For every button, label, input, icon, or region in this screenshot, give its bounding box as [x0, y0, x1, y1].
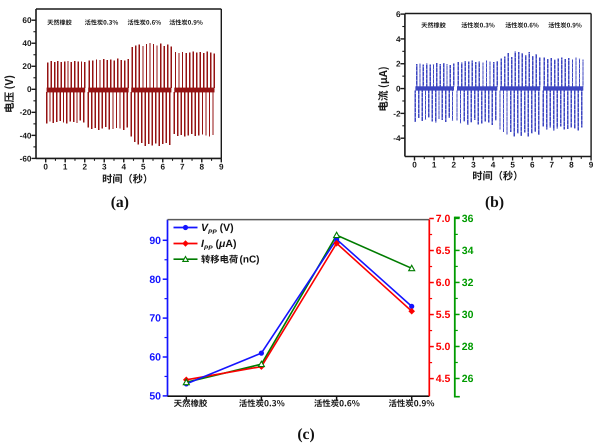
svg-text:IPP (μA): IPP (μA) — [201, 238, 236, 252]
svg-text:6: 6 — [396, 10, 401, 19]
svg-text:90: 90 — [149, 235, 161, 247]
svg-text:6.5: 6.5 — [436, 245, 451, 257]
svg-text:2: 2 — [82, 162, 87, 171]
svg-text:4: 4 — [491, 161, 496, 170]
svg-text:50: 50 — [149, 391, 161, 403]
svg-text:3: 3 — [471, 161, 476, 170]
svg-text:-20: -20 — [20, 108, 32, 117]
svg-text:60: 60 — [149, 352, 161, 364]
svg-text:0: 0 — [396, 84, 401, 93]
svg-text:7.0: 7.0 — [436, 213, 451, 225]
svg-text:34: 34 — [462, 245, 474, 257]
svg-text:1: 1 — [63, 162, 68, 171]
svg-text:20: 20 — [22, 62, 32, 71]
svg-text:40: 40 — [22, 39, 32, 48]
svg-text:-40: -40 — [20, 131, 32, 140]
svg-text:9: 9 — [589, 161, 594, 170]
svg-text:(b): (b) — [485, 194, 504, 211]
svg-text:0: 0 — [43, 162, 48, 171]
svg-text:30: 30 — [462, 309, 474, 321]
svg-text:(a): (a) — [111, 194, 129, 211]
svg-text:0: 0 — [27, 85, 32, 94]
svg-text:-4: -4 — [393, 134, 401, 143]
svg-text:60: 60 — [22, 16, 32, 25]
svg-text:26: 26 — [462, 373, 474, 385]
svg-text:6.0: 6.0 — [436, 277, 451, 289]
svg-text:7: 7 — [180, 162, 185, 171]
svg-text:2: 2 — [451, 161, 456, 170]
svg-text:28: 28 — [462, 341, 474, 353]
svg-text:6: 6 — [530, 161, 535, 170]
svg-text:(nC): (nC) — [240, 255, 260, 266]
svg-text:5: 5 — [510, 161, 515, 170]
svg-text:8: 8 — [199, 162, 204, 171]
svg-text:6: 6 — [160, 162, 165, 171]
svg-text:7: 7 — [550, 161, 555, 170]
svg-text:9: 9 — [219, 162, 224, 171]
svg-text:(c): (c) — [297, 426, 314, 443]
svg-text:5.0: 5.0 — [436, 341, 451, 353]
svg-text:0: 0 — [412, 161, 417, 170]
svg-text:-2: -2 — [393, 109, 401, 118]
svg-text:4: 4 — [121, 162, 126, 171]
svg-text:2: 2 — [396, 60, 401, 69]
svg-text:36: 36 — [462, 213, 474, 225]
svg-text:8: 8 — [569, 161, 574, 170]
svg-text:32: 32 — [462, 277, 474, 289]
svg-text:3: 3 — [102, 162, 107, 171]
svg-text:5: 5 — [141, 162, 146, 171]
svg-text:-60: -60 — [20, 154, 32, 163]
svg-text:5.5: 5.5 — [436, 309, 451, 321]
svg-text:70: 70 — [149, 313, 161, 325]
svg-text:4: 4 — [396, 35, 401, 44]
svg-text:1: 1 — [432, 161, 437, 170]
svg-text:VPP (V): VPP (V) — [201, 222, 234, 236]
svg-text:80: 80 — [149, 274, 161, 286]
svg-text:4.5: 4.5 — [436, 373, 451, 385]
